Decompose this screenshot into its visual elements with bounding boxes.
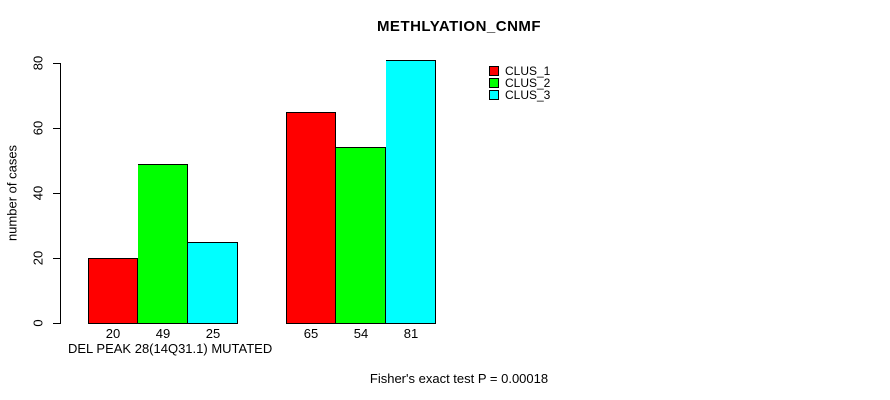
y-axis-tick [53, 258, 61, 259]
bar-clus_2-group-1 [138, 164, 188, 324]
y-axis-tick [53, 193, 61, 194]
legend-swatch-icon [489, 78, 499, 88]
bar-clus_1-group-2 [286, 112, 336, 324]
legend-swatch-icon [489, 66, 499, 76]
bar-value-label: 81 [403, 326, 419, 341]
chart-title: METHLYATION_CNMF [376, 18, 542, 35]
y-axis-tick-label: 0 [30, 319, 46, 327]
y-axis-tick-label: 80 [30, 55, 46, 71]
legend-item-clus_1: CLUS_1 [489, 65, 550, 77]
legend-label: CLUS_2 [505, 76, 551, 90]
y-axis-tick-label: 20 [30, 250, 46, 266]
y-axis-label: number of cases [4, 144, 20, 242]
legend-item-clus_3: CLUS_3 [489, 89, 550, 101]
bar-clus_3-group-2 [386, 60, 436, 324]
bar-clus_2-group-2 [336, 147, 386, 324]
y-axis-tick [53, 323, 61, 324]
legend-item-clus_2: CLUS_2 [489, 77, 550, 89]
bar-value-label: 20 [105, 326, 121, 341]
bar-value-label: 65 [303, 326, 319, 341]
bar-value-label: 54 [353, 326, 369, 341]
bar-clus_3-group-1 [188, 242, 238, 324]
footer-annotation: Fisher's exact test P = 0.00018 [369, 371, 549, 386]
legend-label: CLUS_3 [505, 88, 551, 102]
bar-value-label: 25 [205, 326, 221, 341]
y-axis-tick [53, 63, 61, 64]
x-axis-label: DEL PEAK 28(14Q31.1) MUTATED [68, 341, 273, 356]
y-axis-tick [53, 128, 61, 129]
y-axis-tick-label: 40 [30, 185, 46, 201]
legend: CLUS_1 CLUS_2 CLUS_3 [489, 65, 550, 101]
legend-swatch-icon [489, 90, 499, 100]
legend-label: CLUS_1 [505, 64, 551, 78]
y-axis-tick-label: 60 [30, 120, 46, 136]
bar-value-label: 49 [155, 326, 171, 341]
bar-clus_1-group-1 [88, 258, 138, 324]
